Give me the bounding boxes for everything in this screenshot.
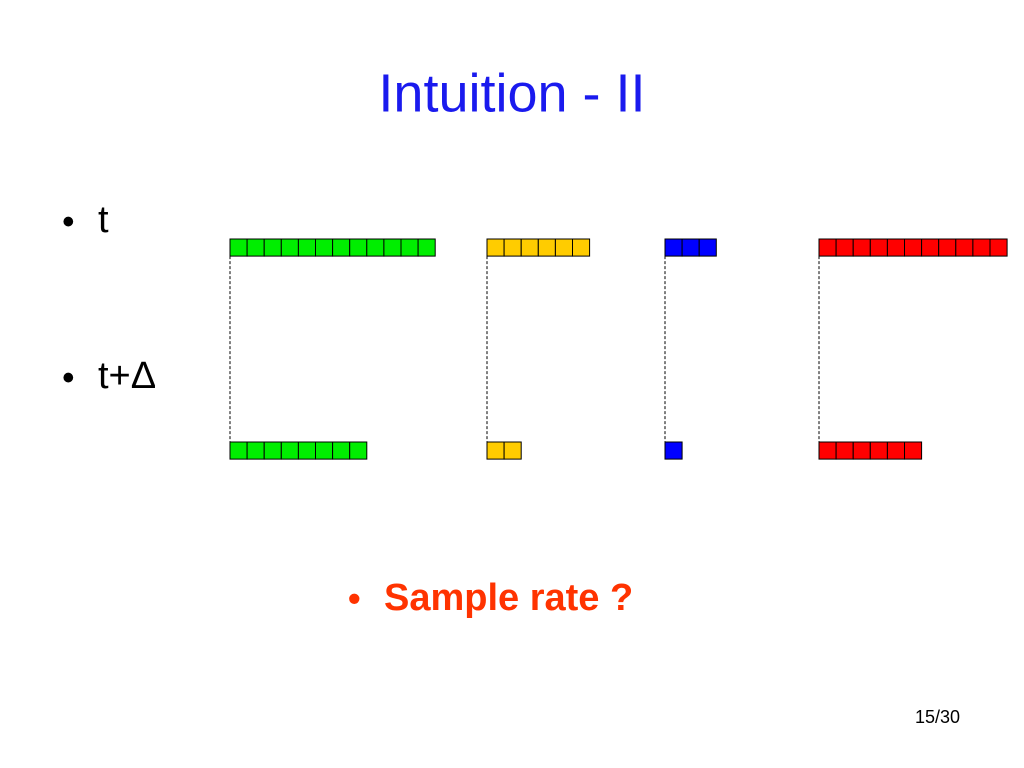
- page-number: 15/30: [915, 707, 960, 727]
- block-cell: [297, 441, 316, 460]
- block-cell: [246, 238, 265, 257]
- block-cell: [698, 238, 717, 257]
- block-cell: [503, 238, 522, 257]
- bullet-symbol: •: [62, 357, 75, 398]
- block-cell: [852, 441, 871, 460]
- block-cell: [366, 238, 385, 257]
- sample-blocks: [229, 238, 1008, 460]
- block-cell: [886, 238, 906, 257]
- block-cell: [886, 441, 906, 460]
- block-cell: [383, 238, 402, 257]
- block-cell: [332, 238, 351, 257]
- block-cell: [297, 238, 316, 257]
- block-cell: [972, 238, 991, 257]
- block-row: [486, 238, 591, 257]
- block-cell: [869, 441, 888, 460]
- block-cell: [400, 238, 419, 257]
- block-row: [229, 441, 368, 460]
- block-cell: [989, 238, 1008, 257]
- block-cell: [852, 238, 871, 257]
- block-cell: [280, 238, 299, 257]
- block-cell: [229, 441, 248, 460]
- block-row: [664, 238, 717, 257]
- block-cell: [315, 238, 334, 257]
- block-cell: [332, 441, 351, 460]
- block-cell: [904, 238, 923, 257]
- block-row: [818, 441, 923, 460]
- highlight-text: Sample rate ?: [384, 577, 633, 619]
- block-cell: [349, 238, 368, 257]
- block-cell: [955, 238, 974, 257]
- block-cell: [263, 238, 282, 257]
- block-cell: [280, 441, 299, 460]
- block-cell: [486, 441, 505, 460]
- block-cell: [921, 238, 940, 257]
- block-cell: [246, 441, 265, 460]
- block-cell: [572, 238, 591, 257]
- block-cell: [681, 238, 700, 257]
- block-cell: [664, 441, 683, 460]
- block-cell: [869, 238, 888, 257]
- block-cell: [503, 441, 522, 460]
- block-cell: [938, 238, 957, 257]
- block-cell: [835, 441, 854, 460]
- block-cell: [263, 441, 282, 460]
- block-row: [664, 441, 683, 460]
- bullet-symbol: •: [62, 201, 75, 242]
- block-cell: [554, 238, 574, 257]
- block-cell: [664, 238, 683, 257]
- slide-title: Intuition - II: [378, 63, 645, 123]
- block-cell: [315, 441, 334, 460]
- block-cell: [818, 238, 837, 257]
- block-cell: [835, 238, 854, 257]
- bullet-text: t: [98, 199, 109, 241]
- bullet-text: t+Δ: [98, 355, 156, 397]
- block-cell: [818, 441, 837, 460]
- block-row: [486, 441, 522, 460]
- block-row: [229, 238, 436, 257]
- highlight-bullet: •: [348, 578, 361, 619]
- block-cell: [904, 441, 923, 460]
- block-cell: [520, 238, 539, 257]
- block-cell: [537, 238, 556, 257]
- block-cell: [486, 238, 505, 257]
- block-cell: [349, 441, 368, 460]
- block-row: [818, 238, 1008, 257]
- block-cell: [229, 238, 248, 257]
- block-cell: [417, 238, 436, 257]
